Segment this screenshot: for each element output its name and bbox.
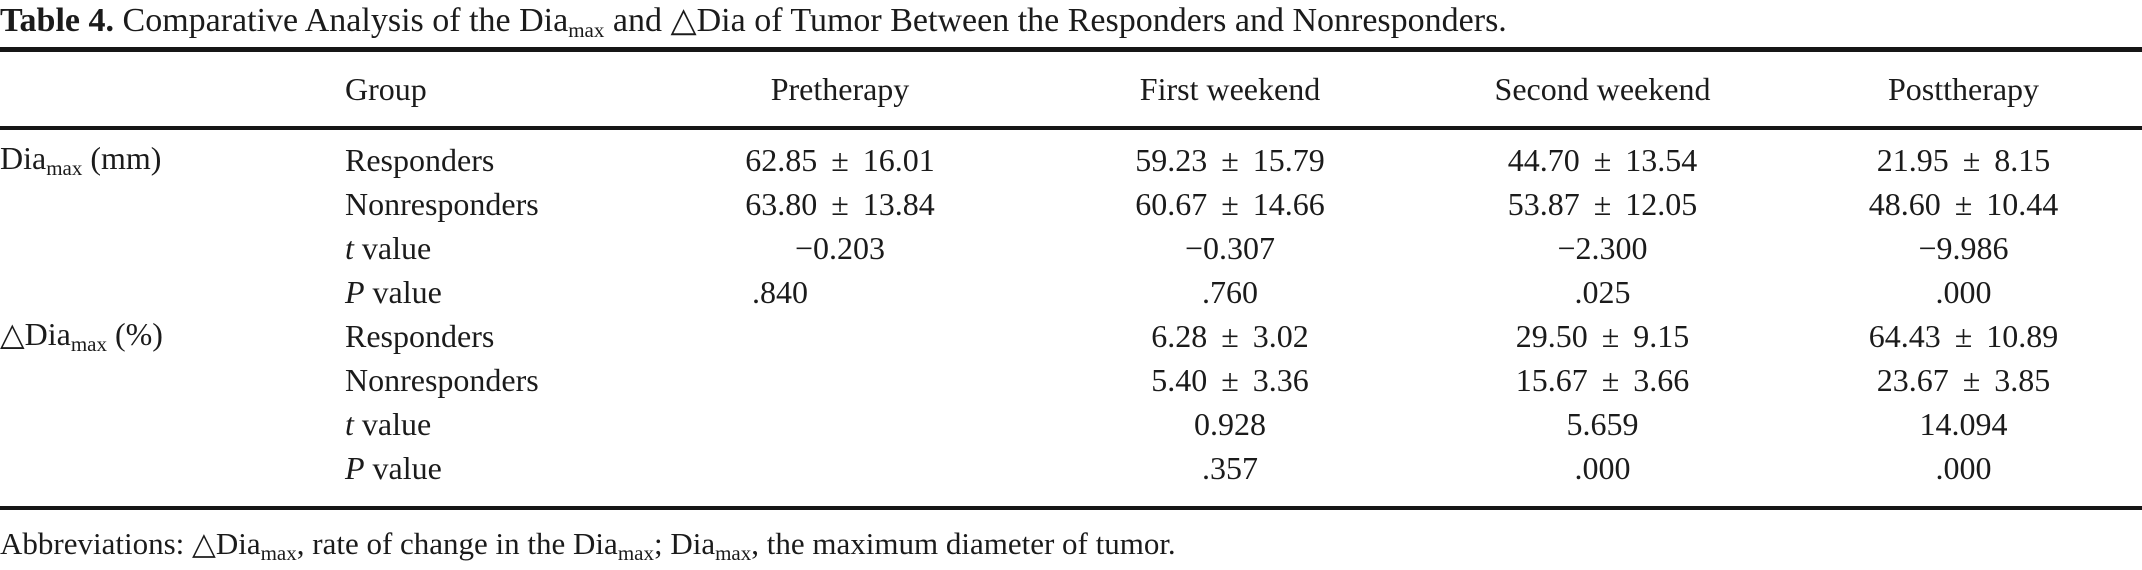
- value-cell-first-weekend: 5.40 ± 3.36: [1151, 361, 1309, 398]
- row-label-text: Dia: [0, 139, 47, 176]
- abbreviations-note: Abbreviations: △Diamax, rate of change i…: [0, 526, 2142, 566]
- group-label: value: [353, 405, 432, 442]
- footnote-subscript-max: max: [260, 541, 297, 565]
- header-posttherapy: Posttherapy: [1785, 49, 2142, 130]
- header-empty: [0, 49, 345, 130]
- value-cell-second-weekend: 44.70 ± 13.54: [1507, 141, 1698, 178]
- header-first-weekend: First weekend: [1040, 49, 1420, 130]
- value-cell-posttherapy: 23.67 ± 3.85: [1876, 361, 2051, 398]
- footnote-subscript-max: max: [617, 541, 654, 565]
- group-label: Responders: [345, 317, 495, 354]
- row-label-delta-diamax-pct: △Diamax (%): [0, 314, 345, 358]
- value-cell-first-weekend: 60.67 ± 14.66: [1135, 185, 1325, 222]
- row-label-unit: (mm): [82, 139, 162, 176]
- value-cell-posttherapy: 48.60 ± 10.44: [1868, 185, 2059, 222]
- header-pretherapy: Pretherapy: [640, 49, 1040, 130]
- value-cell-second-weekend: .000: [1574, 449, 1631, 486]
- header-second-weekend: Second weekend: [1420, 49, 1785, 130]
- statistic-symbol: P: [345, 449, 365, 486]
- value-cell-pretherapy: [640, 402, 1040, 446]
- value-cell-first-weekend: −0.307: [1184, 229, 1276, 266]
- row-label-empty: [0, 182, 345, 226]
- value-cell-pretherapy: .840: [752, 273, 808, 310]
- value-cell-posttherapy: 64.43 ± 10.89: [1868, 317, 2059, 354]
- title-text: Comparative Analysis of the Dia: [114, 2, 569, 39]
- value-cell-second-weekend: 15.67 ± 3.66: [1515, 361, 1690, 398]
- value-cell-pretherapy: [640, 446, 1040, 508]
- table-row: Nonresponders 5.40 ± 3.36 15.67 ± 3.66 2…: [0, 358, 2142, 402]
- group-cell: Nonresponders: [345, 358, 640, 402]
- group-cell: Nonresponders: [345, 182, 640, 226]
- footnote-text: ; Dia: [653, 526, 716, 561]
- value-cell-second-weekend: 5.659: [1566, 405, 1639, 442]
- value-cell-pretherapy: [640, 358, 1040, 402]
- value-cell-posttherapy: .000: [1935, 273, 1992, 310]
- value-cell-pretherapy: 63.80 ± 13.84: [745, 185, 935, 222]
- value-cell-pretherapy: [640, 314, 1040, 358]
- row-label-unit: (%): [106, 316, 163, 352]
- value-cell-first-weekend: 59.23 ± 15.79: [1135, 141, 1325, 178]
- table-row: t value 0.928 5.659 14.094: [0, 402, 2142, 446]
- table-row: △Diamax (%) Responders 6.28 ± 3.02 29.50…: [0, 314, 2142, 358]
- value-cell-posttherapy: 14.094: [1919, 405, 2008, 442]
- value-cell-first-weekend: 0.928: [1194, 405, 1266, 442]
- group-label: Nonresponders: [345, 361, 539, 398]
- group-label: value: [364, 449, 442, 486]
- title-text-2: and △Dia of Tumor Between the Responders…: [604, 2, 1507, 39]
- value-cell-posttherapy: −9.986: [1918, 229, 2009, 266]
- row-label-empty: [0, 446, 345, 508]
- value-cell-posttherapy: .000: [1935, 449, 1992, 486]
- group-label: Responders: [345, 141, 495, 178]
- value-cell-second-weekend: −2.300: [1557, 229, 1648, 266]
- value-cell-second-weekend: 53.87 ± 12.05: [1507, 185, 1698, 222]
- table-title: Table 4. Comparative Analysis of the Dia…: [0, 0, 2142, 47]
- footnote-text: Abbreviations: △Dia: [0, 526, 261, 561]
- row-label-empty: [0, 358, 345, 402]
- value-cell-first-weekend: .760: [1202, 273, 1258, 310]
- title-subscript-max: max: [568, 18, 605, 42]
- comparative-analysis-table: Group Pretherapy First weekend Second we…: [0, 47, 2142, 510]
- row-label-empty: [0, 270, 345, 314]
- footnote-text: , rate of change in the Dia: [296, 526, 618, 561]
- value-cell-posttherapy: 21.95 ± 8.15: [1876, 141, 2051, 178]
- statistic-symbol: t: [345, 405, 354, 442]
- group-label: value: [353, 229, 432, 266]
- table-row: Diamax (mm) Responders 62.85 ± 16.01 59.…: [0, 128, 2142, 182]
- table-row: Nonresponders 63.80 ± 13.84 60.67 ± 14.6…: [0, 182, 2142, 226]
- row-label-diamax-mm: Diamax (mm): [0, 128, 345, 182]
- table-row: P value .840 .760 .025 .000: [0, 270, 2142, 314]
- statistic-symbol: P: [345, 273, 365, 310]
- footnote-subscript-max: max: [715, 541, 752, 565]
- group-cell: Responders: [345, 314, 640, 358]
- row-label-text: △Dia: [0, 316, 71, 352]
- value-cell-first-weekend: 6.28 ± 3.02: [1151, 317, 1309, 354]
- value-cell-pretherapy: 62.85 ± 16.01: [745, 141, 935, 178]
- group-cell: Responders: [345, 128, 640, 182]
- value-cell-second-weekend: .025: [1574, 273, 1631, 310]
- group-label: value: [364, 273, 442, 310]
- value-cell-pretherapy: −0.203: [794, 229, 886, 266]
- row-label-subscript-max: max: [70, 332, 107, 356]
- statistic-symbol: t: [345, 229, 354, 266]
- row-label-empty: [0, 402, 345, 446]
- footnote-text: , the maximum diameter of tumor.: [751, 526, 1176, 561]
- row-label-subscript-max: max: [46, 155, 83, 180]
- row-label-empty: [0, 226, 345, 270]
- table-row: t value −0.203 −0.307 −2.300 −9.986: [0, 226, 2142, 270]
- group-cell-p-value: P value: [345, 270, 640, 314]
- group-cell-p-value: P value: [345, 446, 640, 508]
- group-cell-t-value: t value: [345, 402, 640, 446]
- header-row: Group Pretherapy First weekend Second we…: [0, 49, 2142, 130]
- header-group: Group: [345, 49, 640, 130]
- table-number: Table 4.: [0, 2, 115, 39]
- group-cell-t-value: t value: [345, 226, 640, 270]
- value-cell-second-weekend: 29.50 ± 9.15: [1515, 317, 1690, 354]
- value-cell-first-weekend: .357: [1202, 449, 1258, 486]
- group-label: Nonresponders: [345, 185, 539, 222]
- table-row: P value .357 .000 .000: [0, 446, 2142, 508]
